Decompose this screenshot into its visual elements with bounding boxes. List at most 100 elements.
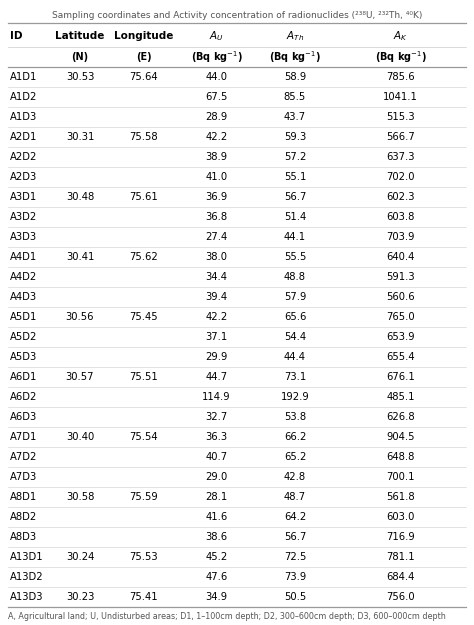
Text: 30.56: 30.56 bbox=[66, 312, 94, 322]
Text: 34.9: 34.9 bbox=[205, 592, 228, 602]
Text: 716.9: 716.9 bbox=[386, 532, 415, 542]
Text: 51.4: 51.4 bbox=[284, 212, 306, 222]
Text: 30.41: 30.41 bbox=[66, 252, 94, 262]
Text: A6D2: A6D2 bbox=[10, 392, 37, 402]
Text: 85.5: 85.5 bbox=[284, 92, 306, 102]
Text: 30.40: 30.40 bbox=[66, 432, 94, 442]
Text: 67.5: 67.5 bbox=[205, 92, 228, 102]
Text: 73.1: 73.1 bbox=[284, 372, 306, 382]
Text: 30.53: 30.53 bbox=[66, 72, 94, 82]
Text: A13D1: A13D1 bbox=[10, 552, 44, 562]
Text: 75.61: 75.61 bbox=[129, 192, 158, 202]
Text: 55.1: 55.1 bbox=[284, 172, 306, 182]
Text: 66.2: 66.2 bbox=[284, 432, 306, 442]
Text: 566.7: 566.7 bbox=[386, 132, 415, 142]
Text: 676.1: 676.1 bbox=[386, 372, 415, 382]
Text: 44.4: 44.4 bbox=[284, 352, 306, 362]
Text: 58.9: 58.9 bbox=[284, 72, 306, 82]
Text: 626.8: 626.8 bbox=[386, 412, 415, 422]
Text: $A_K$: $A_K$ bbox=[393, 29, 408, 43]
Text: Sampling coordinates and Activity concentration of radionuclides (²³⁸U, ²³²Th, ⁴: Sampling coordinates and Activity concen… bbox=[52, 11, 422, 20]
Text: 56.7: 56.7 bbox=[284, 532, 306, 542]
Text: 44.1: 44.1 bbox=[284, 232, 306, 242]
Text: 57.9: 57.9 bbox=[284, 292, 306, 302]
Text: A2D2: A2D2 bbox=[10, 152, 37, 162]
Text: 59.3: 59.3 bbox=[284, 132, 306, 142]
Text: A3D2: A3D2 bbox=[10, 212, 37, 222]
Text: 640.4: 640.4 bbox=[386, 252, 415, 262]
Text: A4D1: A4D1 bbox=[10, 252, 37, 262]
Text: 36.9: 36.9 bbox=[205, 192, 228, 202]
Text: A13D2: A13D2 bbox=[10, 572, 44, 582]
Text: A8D1: A8D1 bbox=[10, 492, 37, 502]
Text: Longitude: Longitude bbox=[114, 31, 173, 41]
Text: 75.45: 75.45 bbox=[130, 312, 158, 322]
Text: (N): (N) bbox=[72, 52, 89, 62]
Text: 30.48: 30.48 bbox=[66, 192, 94, 202]
Text: (Bq kg$^{-1}$): (Bq kg$^{-1}$) bbox=[191, 49, 242, 65]
Text: 785.6: 785.6 bbox=[386, 72, 415, 82]
Text: 75.54: 75.54 bbox=[130, 432, 158, 442]
Text: 684.4: 684.4 bbox=[386, 572, 415, 582]
Text: 38.9: 38.9 bbox=[205, 152, 228, 162]
Text: 45.2: 45.2 bbox=[205, 552, 228, 562]
Text: A5D3: A5D3 bbox=[10, 352, 37, 362]
Text: 37.1: 37.1 bbox=[205, 332, 228, 342]
Text: 75.64: 75.64 bbox=[130, 72, 158, 82]
Text: A1D1: A1D1 bbox=[10, 72, 37, 82]
Text: 38.0: 38.0 bbox=[206, 252, 228, 262]
Text: A13D3: A13D3 bbox=[10, 592, 44, 602]
Text: 27.4: 27.4 bbox=[205, 232, 228, 242]
Text: 39.4: 39.4 bbox=[205, 292, 228, 302]
Text: 75.41: 75.41 bbox=[130, 592, 158, 602]
Text: 637.3: 637.3 bbox=[386, 152, 415, 162]
Text: 28.1: 28.1 bbox=[205, 492, 228, 502]
Text: 57.2: 57.2 bbox=[284, 152, 306, 162]
Text: A3D3: A3D3 bbox=[10, 232, 37, 242]
Text: 56.7: 56.7 bbox=[284, 192, 306, 202]
Text: 75.51: 75.51 bbox=[129, 372, 158, 382]
Text: 30.23: 30.23 bbox=[66, 592, 94, 602]
Text: A6D3: A6D3 bbox=[10, 412, 37, 422]
Text: A8D3: A8D3 bbox=[10, 532, 37, 542]
Text: A1D2: A1D2 bbox=[10, 92, 37, 102]
Text: 603.0: 603.0 bbox=[386, 512, 415, 522]
Text: 75.58: 75.58 bbox=[130, 132, 158, 142]
Text: 561.8: 561.8 bbox=[386, 492, 415, 502]
Text: 36.8: 36.8 bbox=[205, 212, 228, 222]
Text: ID: ID bbox=[10, 31, 22, 41]
Text: 560.6: 560.6 bbox=[386, 292, 415, 302]
Text: 603.8: 603.8 bbox=[386, 212, 415, 222]
Text: 41.6: 41.6 bbox=[205, 512, 228, 522]
Text: 602.3: 602.3 bbox=[386, 192, 415, 202]
Text: 34.4: 34.4 bbox=[206, 272, 228, 282]
Text: 65.2: 65.2 bbox=[284, 452, 306, 462]
Text: A2D3: A2D3 bbox=[10, 172, 37, 182]
Text: 48.8: 48.8 bbox=[284, 272, 306, 282]
Text: 65.6: 65.6 bbox=[284, 312, 306, 322]
Text: (E): (E) bbox=[136, 52, 152, 62]
Text: (Bq kg$^{-1}$): (Bq kg$^{-1}$) bbox=[374, 49, 427, 65]
Text: A2D1: A2D1 bbox=[10, 132, 37, 142]
Text: 47.6: 47.6 bbox=[205, 572, 228, 582]
Text: Latitude: Latitude bbox=[55, 31, 105, 41]
Text: A, Agricultural land; U, Undisturbed areas; D1, 1–100cm depth; D2, 300–600cm dep: A, Agricultural land; U, Undisturbed are… bbox=[8, 612, 446, 621]
Text: 904.5: 904.5 bbox=[386, 432, 415, 442]
Text: 29.9: 29.9 bbox=[205, 352, 228, 362]
Text: 73.9: 73.9 bbox=[284, 572, 306, 582]
Text: $A_U$: $A_U$ bbox=[209, 29, 224, 43]
Text: 75.62: 75.62 bbox=[129, 252, 158, 262]
Text: 765.0: 765.0 bbox=[386, 312, 415, 322]
Text: 703.9: 703.9 bbox=[386, 232, 415, 242]
Text: 50.5: 50.5 bbox=[284, 592, 306, 602]
Text: 44.0: 44.0 bbox=[206, 72, 228, 82]
Text: 64.2: 64.2 bbox=[284, 512, 306, 522]
Text: A5D2: A5D2 bbox=[10, 332, 37, 342]
Text: 53.8: 53.8 bbox=[284, 412, 306, 422]
Text: 591.3: 591.3 bbox=[386, 272, 415, 282]
Text: 75.59: 75.59 bbox=[129, 492, 158, 502]
Text: 48.7: 48.7 bbox=[284, 492, 306, 502]
Text: 30.58: 30.58 bbox=[66, 492, 94, 502]
Text: 36.3: 36.3 bbox=[205, 432, 228, 442]
Text: 41.0: 41.0 bbox=[205, 172, 228, 182]
